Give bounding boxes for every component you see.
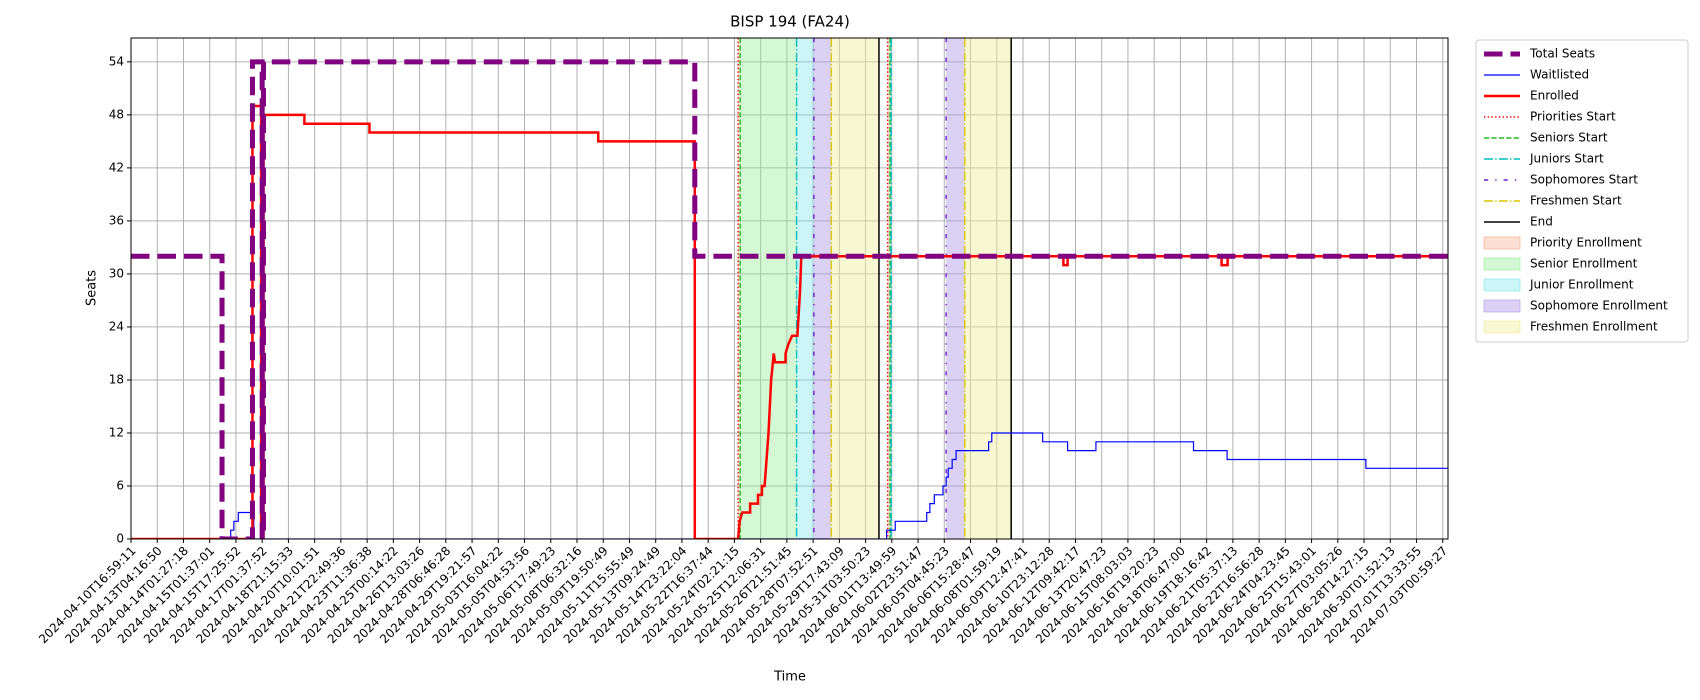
legend-label: Freshmen Start	[1530, 194, 1622, 208]
y-tick-label: 42	[109, 160, 124, 174]
legend-label: Priorities Start	[1530, 110, 1616, 124]
enrollment-span	[740, 38, 797, 539]
y-tick-label: 12	[109, 425, 124, 439]
legend-label: Seniors Start	[1530, 131, 1608, 145]
legend-label: Total Seats	[1529, 47, 1595, 61]
series-line	[131, 104, 1448, 539]
legend-label: Priority Enrollment	[1530, 236, 1642, 250]
y-tick-label: 6	[116, 478, 124, 492]
legend: Total Seats Waitlisted Enrolled Priorities …	[1475, 39, 1689, 343]
y-tick-label: 30	[109, 266, 124, 280]
y-tick-label: 24	[109, 319, 124, 333]
legend-swatch	[1483, 236, 1521, 250]
y-tick-label: 54	[109, 54, 124, 68]
legend-swatch	[1483, 299, 1521, 313]
legend-label: Juniors Start	[1529, 152, 1604, 166]
legend-label: Sophomore Enrollment	[1530, 299, 1668, 313]
legend-label: Senior Enrollment	[1530, 257, 1638, 271]
enrollment-span	[946, 38, 965, 539]
legend-box	[1475, 39, 1689, 343]
legend-label: Enrolled	[1530, 89, 1579, 103]
enrollment-span	[738, 38, 741, 539]
series-line	[131, 432, 1448, 539]
y-tick-label: 36	[109, 213, 124, 227]
y-tick-label: 0	[116, 532, 124, 546]
x-axis-label: Time	[773, 670, 806, 685]
legend-label: Freshmen Enrollment	[1530, 320, 1658, 334]
legend-swatch	[1483, 257, 1521, 271]
series-line	[131, 59, 1448, 539]
legend-label: Waitlisted	[1530, 68, 1589, 82]
legend-label: Junior Enrollment	[1529, 278, 1634, 292]
y-tick-label: 18	[109, 372, 124, 386]
plot-frame	[130, 37, 1449, 540]
y-tick-label: 48	[109, 107, 124, 121]
enrollment-span	[813, 38, 832, 539]
legend-swatch	[1483, 320, 1521, 334]
legend-swatch	[1483, 278, 1521, 292]
legend-label: End	[1530, 215, 1553, 229]
enrollment-span	[889, 38, 892, 539]
enrollment-span	[891, 38, 893, 539]
legend-label: Sophomores Start	[1530, 173, 1638, 187]
y-axis-label: Seats	[85, 270, 100, 306]
chart-title: BISP 194 (FA24)	[730, 13, 850, 31]
enrollment-span	[796, 38, 814, 539]
enrollment-span	[887, 38, 890, 539]
enrollment-span	[831, 38, 879, 539]
grid	[130, 38, 1448, 540]
plot-area	[131, 38, 1448, 539]
enrollment-span	[964, 38, 1012, 539]
